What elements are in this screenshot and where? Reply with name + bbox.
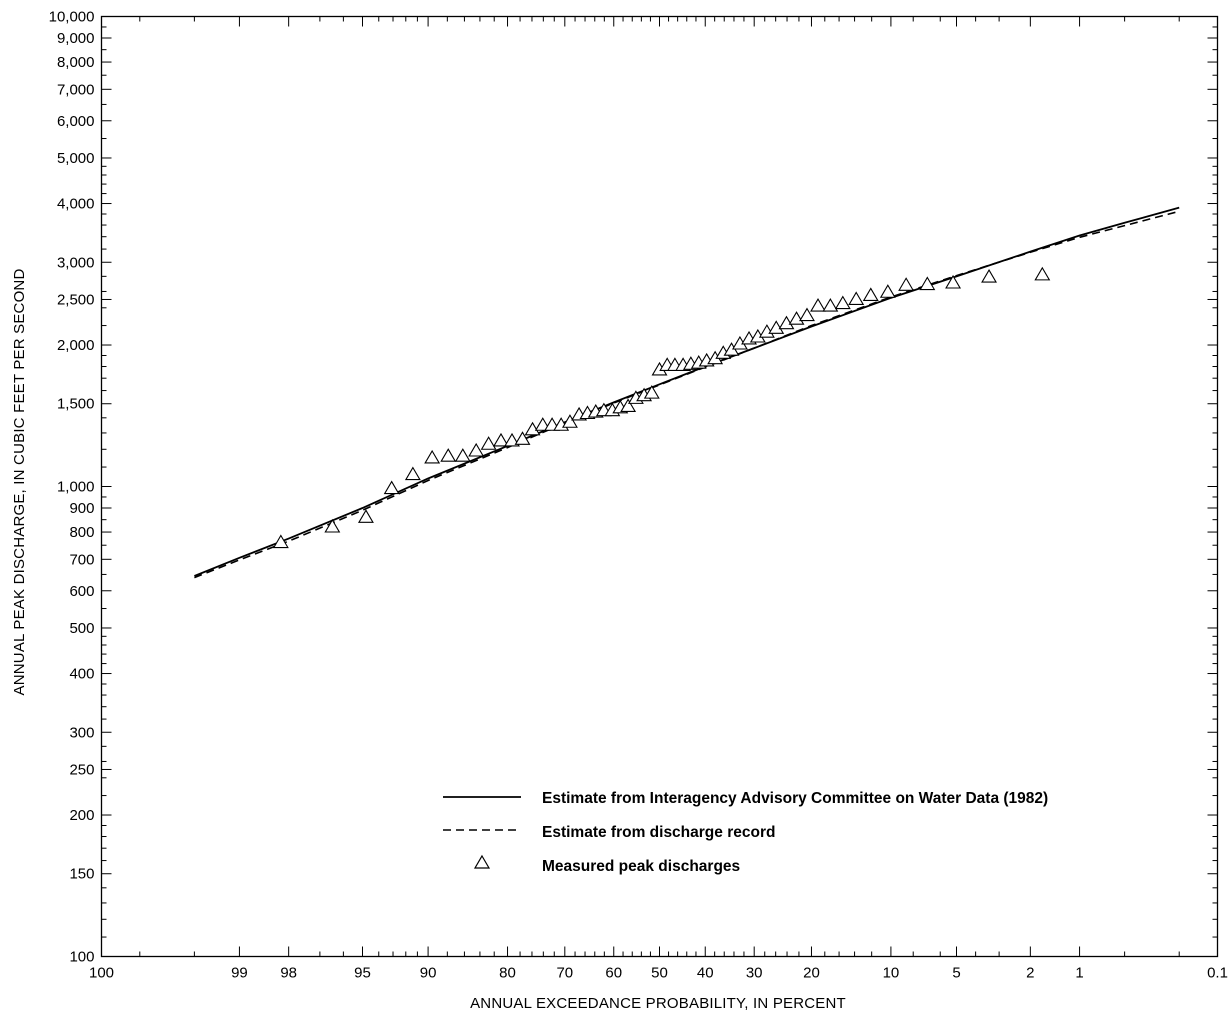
y-tick-label: 800 [69, 524, 94, 541]
triangle-marker [504, 432, 520, 447]
discharge-record-estimate-line [194, 210, 1180, 579]
triangle-marker [822, 298, 839, 312]
triangle-marker [324, 518, 341, 533]
y-tick-label: 300 [69, 724, 94, 741]
y-tick-label: 2,500 [57, 291, 95, 308]
x-tick-label: 90 [420, 965, 437, 982]
x-tick-label: 5 [952, 965, 960, 982]
y-tick-label: 400 [69, 666, 94, 683]
y-tick-label: 5,000 [57, 150, 95, 167]
x-tick-label: 1 [1075, 965, 1083, 982]
major-ticks [101, 16, 1218, 957]
x-tick-label: 0.1 [1207, 965, 1228, 982]
y-axis-title: ANNUAL PEAK DISCHARGE, IN CUBIC FEET PER… [11, 269, 28, 696]
triangle-marker [919, 276, 936, 291]
iacwd-estimate-line [194, 206, 1180, 577]
y-tick-label: 150 [69, 866, 94, 883]
y-tick-label: 9,000 [57, 30, 95, 47]
x-tick-label: 80 [499, 965, 516, 982]
y-tick-labels: 100 150 200 250 300 400 500 600 700 800 900 1,000 1,… [49, 9, 95, 966]
triangle-marker [799, 307, 815, 322]
triangle-marker [562, 414, 578, 428]
y-tick-label: 10,000 [49, 9, 95, 26]
x-tick-label: 98 [280, 965, 297, 982]
triangle-marker [879, 284, 896, 298]
measured-peak-markers [272, 266, 1051, 549]
triangle-marker [424, 449, 441, 464]
minor-ticks [101, 16, 1218, 957]
x-tick-label: 60 [605, 965, 622, 982]
y-tick-label: 2,000 [57, 337, 95, 354]
y-tick-label: 250 [69, 761, 94, 778]
y-tick-label: 1,000 [57, 479, 95, 496]
series-lines [194, 206, 1180, 579]
x-tick-label: 95 [354, 965, 371, 982]
y-tick-label: 900 [69, 500, 94, 517]
triangle-marker [643, 385, 660, 399]
x-tick-label: 20 [803, 965, 820, 982]
x-tick-label: 30 [746, 965, 763, 982]
triangle-marker [1034, 266, 1051, 281]
y-tick-label: 700 [69, 551, 94, 568]
x-tick-label: 70 [556, 965, 573, 982]
triangle-marker [404, 466, 421, 481]
triangle-marker [834, 295, 851, 310]
triangle-marker [810, 298, 826, 312]
triangle-marker [357, 509, 374, 523]
triangle-marker [383, 480, 400, 495]
legend-label-measured: Measured peak discharges [542, 858, 740, 875]
y-tick-label: 500 [69, 620, 94, 637]
triangle-marker [454, 448, 471, 462]
legend-label-iacwd: Estimate from Interagency Advisory Commi… [542, 790, 1048, 807]
y-tick-label: 3,000 [57, 254, 95, 271]
legend: Estimate from Interagency Advisory Commi… [443, 790, 1048, 875]
x-tick-label: 100 [89, 965, 114, 982]
triangle-marker [440, 448, 457, 462]
triangle-marker [514, 431, 531, 445]
plot-frame [100, 15, 1219, 958]
y-tick-label: 1,500 [57, 396, 95, 413]
triangle-marker [272, 534, 289, 549]
triangle-marker [788, 311, 805, 325]
y-tick-label: 8,000 [57, 54, 95, 71]
y-tick-label: 7,000 [57, 81, 95, 98]
triangle-marker [898, 277, 915, 291]
triangle-marker [480, 436, 497, 450]
x-tick-label: 2 [1026, 965, 1034, 982]
x-tick-labels: 100 99 98 95 90 80 70 60 50 40 30 20 10 5 2 1 0.1 [89, 965, 1228, 982]
triangle-marker [620, 398, 637, 413]
legend-triangle-icon [473, 854, 491, 869]
y-tick-label: 100 [69, 949, 94, 966]
y-tick-label: 4,000 [57, 196, 95, 213]
triangle-marker [848, 291, 865, 306]
x-axis-title: ANNUAL EXCEEDANCE PROBABILITY, IN PERCEN… [470, 995, 846, 1012]
x-tick-label: 10 [883, 965, 900, 982]
triangle-marker [468, 442, 485, 457]
y-tick-label: 6,000 [57, 113, 95, 130]
triangle-marker [945, 274, 962, 289]
triangle-marker [981, 268, 997, 283]
y-tick-label: 600 [69, 583, 94, 600]
triangle-marker [493, 432, 509, 447]
x-tick-label: 50 [651, 965, 668, 982]
x-tick-label: 99 [231, 965, 248, 982]
triangle-marker [862, 287, 879, 301]
x-tick-label: 40 [697, 965, 714, 982]
y-tick-label: 200 [69, 807, 94, 824]
legend-label-discharge-record: Estimate from discharge record [542, 824, 775, 841]
